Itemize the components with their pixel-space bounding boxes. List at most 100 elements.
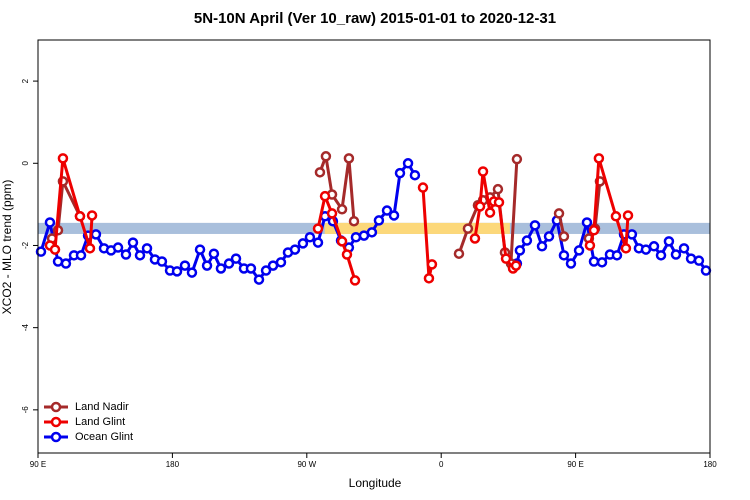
data-point	[536, 241, 548, 252]
data-point	[381, 205, 393, 216]
data-point	[620, 243, 632, 254]
data-point	[86, 210, 98, 221]
data-point	[610, 211, 622, 222]
data-point	[186, 267, 198, 278]
data-point	[670, 249, 682, 260]
x-tick-label: 90 W	[297, 460, 316, 469]
data-point	[693, 255, 705, 266]
data-point	[529, 220, 541, 231]
data-point	[388, 210, 400, 221]
legend-marker	[50, 401, 62, 413]
data-point	[514, 245, 526, 256]
data-point	[90, 229, 102, 240]
data-point	[75, 250, 87, 261]
y-tick-label: -4	[21, 324, 30, 332]
data-point	[201, 260, 213, 271]
data-point	[348, 215, 360, 227]
x-axis-label: Longitude	[349, 476, 402, 490]
data-point	[558, 231, 570, 242]
data-point	[543, 231, 555, 242]
data-point	[194, 244, 206, 255]
data-point	[312, 223, 324, 234]
data-point	[500, 253, 512, 264]
trend-band-highlight	[324, 222, 510, 234]
data-point	[320, 151, 332, 162]
data-point	[297, 238, 309, 249]
y-tick-label: -2	[21, 241, 30, 249]
data-point	[678, 243, 690, 254]
x-tick-label: 90 E	[30, 460, 46, 469]
data-point	[510, 260, 522, 271]
chart-title: 5N-10N April (Ver 10_raw) 2015-01-01 to …	[194, 10, 556, 27]
data-point	[477, 166, 489, 177]
data-point	[215, 263, 227, 274]
data-point	[208, 248, 220, 259]
data-point	[60, 258, 72, 269]
data-point	[648, 241, 660, 252]
data-point	[484, 207, 496, 218]
data-point	[573, 245, 585, 256]
data-point	[171, 266, 183, 277]
data-point	[493, 197, 505, 208]
data-point	[640, 244, 652, 255]
data-point	[453, 248, 465, 259]
data-point	[565, 258, 577, 269]
data-point	[423, 273, 435, 284]
data-point	[326, 208, 338, 219]
y-tick-label: -6	[21, 406, 30, 414]
data-point	[350, 232, 362, 243]
data-point	[474, 201, 486, 212]
data-point	[558, 250, 570, 261]
legend-marker	[50, 431, 62, 443]
data-point	[581, 217, 593, 228]
data-point	[588, 225, 600, 236]
data-point	[511, 153, 523, 165]
x-tick-label: 90 E	[567, 460, 583, 469]
data-point	[409, 169, 421, 181]
data-point	[179, 260, 191, 271]
data-point	[84, 243, 96, 254]
data-point	[663, 236, 675, 247]
data-point	[349, 275, 361, 286]
data-point	[141, 243, 153, 254]
data-point	[120, 249, 132, 260]
data-point	[260, 265, 272, 276]
data-point	[230, 253, 242, 264]
data-point	[341, 249, 353, 260]
data-point	[426, 259, 438, 270]
data-point	[394, 167, 406, 179]
legend-label: Land Glint	[75, 416, 125, 428]
data-point	[44, 217, 56, 228]
data-point	[156, 256, 168, 267]
data-point	[622, 210, 634, 221]
x-tick-label: 0	[439, 460, 444, 469]
data-point	[74, 211, 86, 222]
data-point	[312, 237, 324, 248]
data-point	[626, 229, 638, 240]
data-point	[343, 153, 355, 164]
data-point	[492, 183, 504, 195]
data-point	[275, 257, 287, 268]
data-point	[304, 232, 316, 243]
data-point	[336, 204, 348, 215]
data-point	[49, 244, 61, 255]
data-point	[127, 237, 139, 248]
data-point	[35, 246, 47, 257]
y-axis-label: XCO2 - MLO trend (ppm)	[0, 180, 14, 315]
data-point	[553, 208, 565, 219]
data-point	[588, 256, 600, 267]
data-point	[373, 215, 385, 226]
data-point	[253, 274, 265, 285]
legend-label: Ocean Glint	[75, 431, 133, 443]
data-point	[245, 263, 257, 274]
data-point	[366, 227, 378, 238]
y-tick-label: 2	[21, 78, 30, 83]
data-point	[134, 250, 146, 261]
plot-frame	[37, 39, 711, 454]
data-point	[521, 235, 533, 246]
data-point	[402, 158, 414, 169]
data-point	[700, 265, 712, 276]
data-point	[223, 258, 235, 269]
data-point	[611, 250, 623, 261]
legend-marker	[50, 416, 62, 428]
